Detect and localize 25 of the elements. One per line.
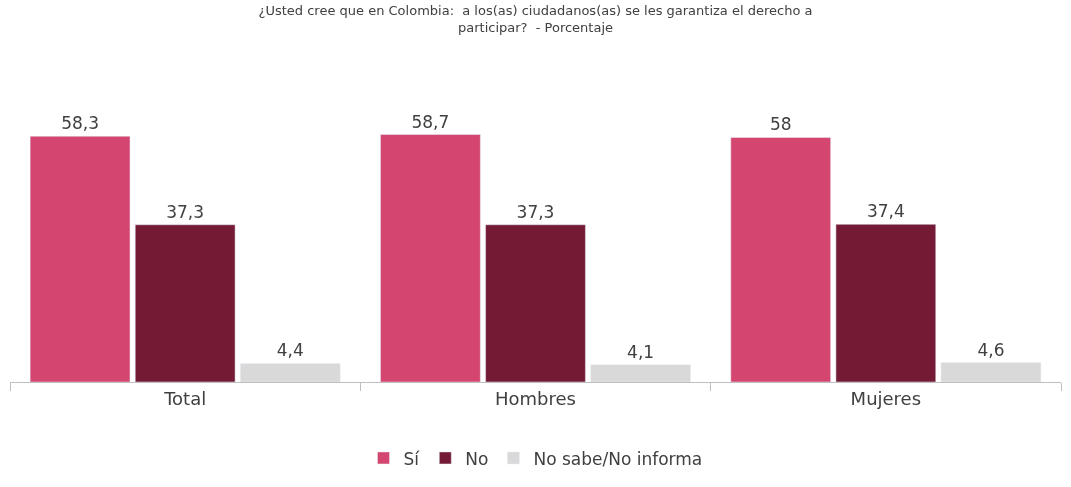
data-label: 58,3 [61,113,99,134]
legend-label: No [465,448,489,469]
bar [485,224,586,382]
bar [380,134,481,382]
legend-label: No sabe/No informa [533,448,703,469]
data-label: 37,3 [166,201,205,222]
x-tick-label: Total [163,387,207,409]
data-label: 58 [769,114,792,135]
bar [835,224,937,382]
x-tick-label: Hombres [495,387,576,409]
data-label: 4,4 [276,340,304,361]
data-label: 58,7 [411,111,450,132]
bar [590,364,691,382]
legend-label: Sí [403,448,421,469]
chart-title: ¿Usted cree que en Colombia: a los(as) ciudadanos(as) se les garantiza el derecho a participar? - Porcentaje [258,2,813,35]
data-label: 37,4 [866,201,905,222]
bar [29,135,131,382]
x-tick-label: Mujeres [850,387,922,409]
bar [940,362,1042,382]
data-label: 4,6 [977,339,1005,360]
bar [134,224,236,382]
bar [730,137,831,382]
data-label: 4,1 [627,341,655,362]
bar [240,363,341,382]
data-label: 37,3 [516,201,555,222]
